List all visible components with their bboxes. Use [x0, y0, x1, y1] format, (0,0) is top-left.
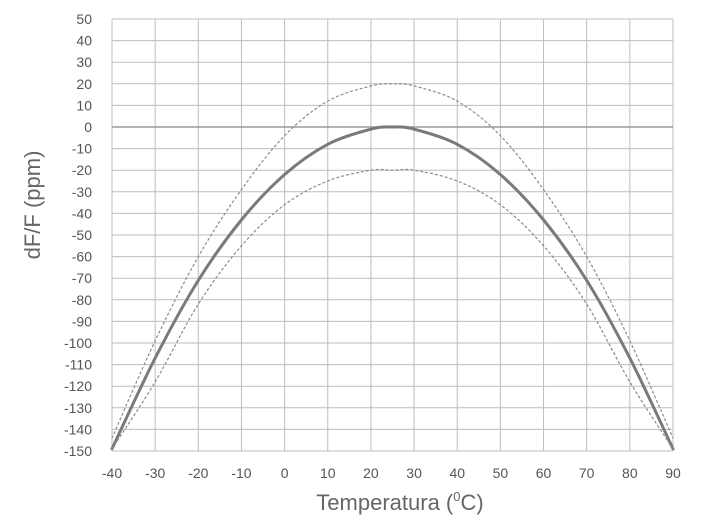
- x-tick-labels: -40 -30 -20 -10 0 10 20 30 40 50 60 70 80 90: [102, 465, 681, 481]
- y-tick-label-5: 0: [84, 119, 92, 135]
- y-tick-label-9: -40: [72, 205, 92, 221]
- y-tick-label-12: -70: [72, 270, 92, 286]
- x-tick-label-0: -40: [102, 465, 122, 481]
- y-tick-label-11: -60: [72, 249, 92, 265]
- x-tick-label-11: 70: [579, 465, 595, 481]
- y-tick-labels: 50 40 30 20 10 0 -10 -20 -30 -40 -50 -60 -70 -80 -90 -1…: [64, 11, 92, 459]
- y-tick-label-0: 50: [76, 11, 92, 27]
- x-tick-label-6: 20: [363, 465, 379, 481]
- x-tick-label-7: 30: [406, 465, 422, 481]
- y-tick-label-3: 20: [76, 76, 92, 92]
- y-tick-label-6: -10: [72, 141, 92, 157]
- series-group: [110, 83, 675, 451]
- x-tick-label-2: -20: [188, 465, 208, 481]
- y-tick-label-7: -20: [72, 162, 92, 178]
- x-tick-label-1: -30: [145, 465, 165, 481]
- y-tick-label-8: -30: [72, 184, 92, 200]
- x-tick-label-3: -10: [231, 465, 251, 481]
- tolerance-bound-line-1: [111, 83, 674, 439]
- y-tick-label-2: 30: [76, 54, 92, 70]
- y-tick-label-19: -140: [64, 421, 92, 437]
- y-tick-label-20: -150: [64, 443, 92, 459]
- tolerance-bound-line-2: [111, 168, 674, 450]
- y-tick-label-1: 40: [76, 33, 92, 49]
- x-tick-label-4: 0: [281, 465, 289, 481]
- y-tick-label-4: 10: [76, 97, 92, 113]
- y-tick-label-17: -120: [64, 378, 92, 394]
- y-tick-label-16: -110: [65, 357, 92, 373]
- y-axis-label: dF/F (ppm): [20, 151, 45, 260]
- x-tick-label-8: 40: [449, 465, 465, 481]
- y-tick-label-18: -130: [64, 400, 92, 416]
- y-tick-label-14: -90: [72, 313, 92, 329]
- x-tick-label-12: 80: [622, 465, 638, 481]
- x-tick-label-9: 50: [493, 465, 509, 481]
- x-tick-label-5: 10: [320, 465, 336, 481]
- x-axis-label: Temperatura (0C): [316, 489, 483, 515]
- grid: [111, 18, 674, 452]
- frequency-curve-line: [110, 125, 675, 451]
- x-axis-label-superscript: 0: [453, 489, 460, 504]
- y-tick-label-15: -100: [64, 335, 92, 351]
- y-tick-label-13: -80: [72, 292, 92, 308]
- y-tick-label-10: -50: [72, 227, 92, 243]
- x-tick-label-10: 60: [536, 465, 552, 481]
- x-tick-label-13: 90: [665, 465, 681, 481]
